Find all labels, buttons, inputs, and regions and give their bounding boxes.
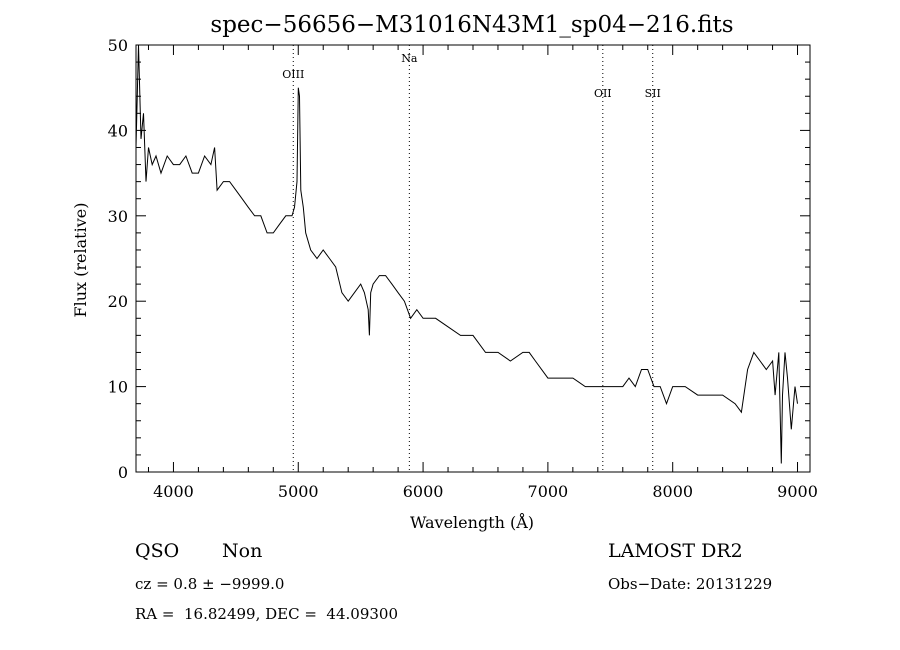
marker-label: Na — [401, 52, 418, 65]
marker-label: OIII — [282, 68, 304, 81]
marker-label: SII — [645, 87, 661, 100]
x-tick-label: 4000 — [153, 482, 194, 501]
y-tick-label: 40 — [108, 121, 128, 140]
emission-line-markers: OIII Na OII SII — [282, 45, 661, 472]
x-tick-label: 5000 — [278, 482, 319, 501]
x-tick-label: 6000 — [403, 482, 444, 501]
chart-title: spec−56656−M31016N43M1_sp04−216.fits — [210, 12, 733, 38]
axis-ticks: 4000 5000 6000 7000 8000 9000 0 10 20 30 40 50 — [108, 36, 818, 501]
redshift-cz: cz = 0.8 ± −9999.0 — [135, 575, 285, 593]
x-tick-label: 7000 — [528, 482, 569, 501]
survey-name: LAMOST DR2 — [608, 540, 743, 562]
y-tick-label: 0 — [118, 463, 128, 482]
y-tick-label: 10 — [108, 378, 128, 397]
object-subclass: Non — [222, 540, 263, 562]
obs-date: Obs−Date: 20131229 — [608, 575, 773, 593]
y-tick-label: 20 — [108, 292, 128, 311]
y-tick-label: 50 — [108, 36, 128, 55]
x-tick-label: 8000 — [652, 482, 693, 501]
spectrum-line — [135, 44, 798, 464]
plot-frame — [135, 44, 811, 473]
x-axis-label: Wavelength (Å) — [410, 512, 534, 532]
x-tick-label: 9000 — [777, 482, 818, 501]
y-tick-label: 30 — [108, 207, 128, 226]
y-axis-label: Flux (relative) — [71, 203, 90, 318]
object-class: QSO — [135, 540, 180, 562]
coordinates: RA = 16.82499, DEC = 44.09300 — [135, 605, 399, 623]
marker-label: OII — [594, 87, 612, 100]
